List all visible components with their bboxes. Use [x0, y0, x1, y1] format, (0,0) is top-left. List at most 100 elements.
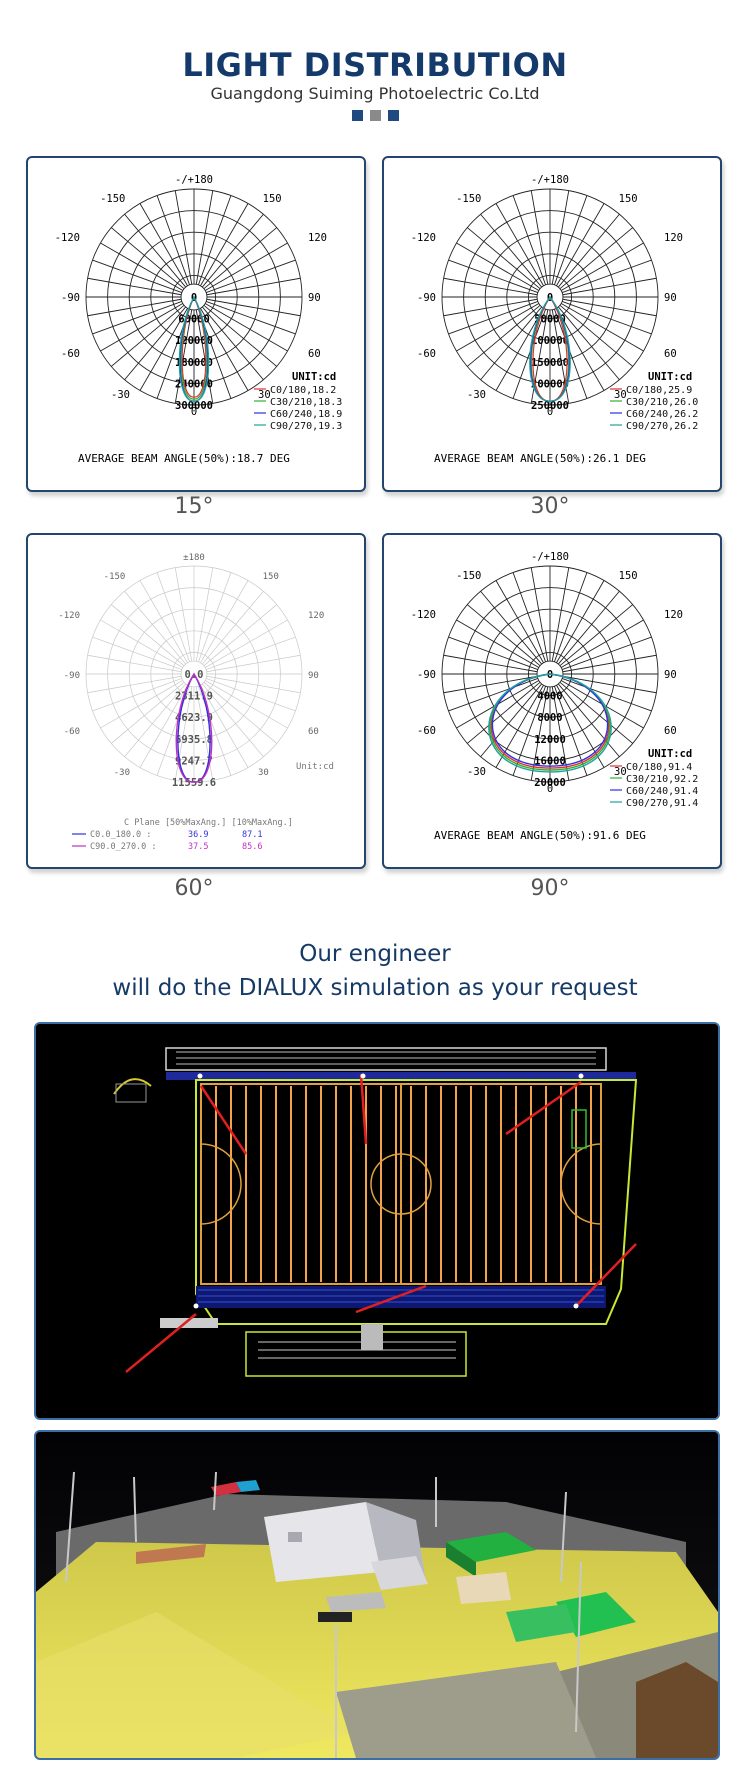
- angle-tick-label: -30: [467, 389, 486, 401]
- beam-curve-c90: [175, 672, 213, 783]
- polar-chart-60: ±180-150 150-120 120-90 90-60 60-30 300.02311…: [58, 553, 334, 852]
- grid-spoke: [206, 675, 301, 694]
- beam-curve-c30: [180, 295, 208, 400]
- grid-spoke: [204, 303, 288, 352]
- grid-spoke: [139, 203, 188, 287]
- angle-tick-label: ±180: [183, 553, 205, 563]
- polar-chart-90: -/+180 -150 150 -120 120 -90 90 -60 60 -30 30 0 0 400…: [411, 551, 699, 842]
- angle-tick-label: -60: [417, 725, 436, 737]
- angle-tick-label: -120: [55, 232, 80, 244]
- radial-value-label: 16000: [534, 755, 566, 767]
- angle-tick-label: 0: [547, 783, 553, 795]
- radial-value-label: 120000: [175, 335, 213, 347]
- angle-tick-label: -60: [61, 348, 80, 360]
- grid-spoke: [495, 203, 544, 287]
- grid-spoke: [156, 195, 190, 285]
- grid-spoke: [139, 580, 188, 663]
- legend-entry: C90/270,91.4: [626, 798, 698, 809]
- grid-spoke: [448, 259, 538, 293]
- grid-spoke: [200, 685, 249, 768]
- grid-spoke: [195, 686, 214, 781]
- angle-tick-label: -90: [61, 292, 80, 304]
- grid-spoke: [480, 590, 543, 665]
- grid-spoke: [174, 309, 193, 404]
- grid-spoke: [110, 304, 185, 367]
- angle-tick-label: -60: [64, 727, 80, 737]
- grid-spoke: [530, 190, 549, 285]
- 3d-render-drawing: [36, 1432, 718, 1758]
- grid-spoke: [443, 277, 538, 296]
- grid-spoke: [560, 619, 644, 668]
- angle-tick-label: 0: [547, 406, 553, 418]
- legend-entry: C60/240,91.4: [626, 786, 698, 797]
- angle-tick-label: -60: [417, 348, 436, 360]
- radial-value-label: 4000: [537, 691, 562, 703]
- grid-spoke: [202, 683, 264, 757]
- grid-spoke: [559, 681, 634, 744]
- grid-spoke: [87, 298, 182, 317]
- angle-tick-label: -120: [411, 232, 436, 244]
- grid-spoke: [480, 683, 543, 758]
- beam-angle-footer: AVERAGE BEAM ANGLE(50%):26.1 DEG: [434, 452, 646, 465]
- decor-square: [370, 110, 381, 121]
- grid-spoke: [562, 675, 657, 694]
- radial-value-label: 6935.8: [175, 734, 213, 746]
- radial-value-label: 100000: [531, 335, 569, 347]
- grid-spoke: [110, 227, 185, 290]
- grid-spoke: [174, 567, 193, 662]
- angle-tick-label: -150: [100, 193, 125, 205]
- unit-label: UNIT:cd: [292, 371, 336, 383]
- legend-entry: C0/180,18.2: [270, 385, 336, 396]
- grid-spoke: [100, 242, 184, 291]
- radial-value-label: 60000: [178, 314, 210, 326]
- angle-tick-label: 150: [619, 193, 638, 205]
- beam-angle-label-90: 90°: [530, 876, 570, 901]
- dialux-3d-render: [34, 1430, 720, 1760]
- angle-tick-label: 120: [664, 609, 683, 621]
- grid-spoke: [124, 591, 186, 665]
- polar-chart-15: -/+180-150 150-120 120-90 90-60 60-30 3000600…: [55, 174, 343, 465]
- angle-tick-label: -150: [456, 193, 481, 205]
- grid-spoke: [512, 572, 546, 662]
- angle-tick-label: 30: [258, 768, 269, 778]
- beam-angle-footer: AVERAGE BEAM ANGLE(50%):91.6 DEG: [434, 829, 646, 842]
- half-max-angle: 36.9: [188, 830, 208, 840]
- grid-spoke: [512, 195, 546, 285]
- grid-spoke: [206, 636, 296, 670]
- legend-entry: C60/240,26.2: [626, 409, 698, 420]
- unit-label: UNIT:cd: [648, 371, 692, 383]
- radial-value-label: 180000: [175, 357, 213, 369]
- grid-spoke: [201, 306, 264, 381]
- beam-curve-c0: [181, 295, 207, 398]
- grid-spoke: [200, 203, 249, 287]
- radial-value-label: 200000: [531, 378, 569, 390]
- title-decoration: [352, 110, 400, 122]
- grid-spoke: [456, 303, 540, 352]
- angle-tick-label: -90: [64, 671, 80, 681]
- polar-chart-card-90: -/+180 -150 150 -120 120 -90 90 -60 60 -30 30 0 0 400…: [382, 533, 722, 869]
- radial-value-label: 250000: [531, 400, 569, 412]
- page-title: LIGHT DISTRIBUTION: [182, 46, 568, 84]
- unit-label: UNIT:cd: [648, 748, 692, 760]
- grid-spoke: [202, 591, 264, 665]
- angle-tick-label: 60: [308, 348, 321, 360]
- beam-curve-c60: [491, 673, 609, 767]
- grid-spoke: [111, 604, 185, 666]
- grid-spoke: [111, 682, 185, 744]
- grid-spoke: [551, 190, 570, 285]
- grid-spoke: [562, 259, 652, 293]
- grid-spoke: [557, 213, 620, 288]
- unit-label: Unit:cd: [296, 762, 334, 772]
- grid-spoke: [156, 572, 190, 662]
- grid-spoke: [204, 242, 288, 291]
- angle-tick-label: -30: [467, 766, 486, 778]
- grid-spoke: [560, 242, 644, 291]
- grid-spoke: [448, 301, 538, 335]
- angle-tick-label: 90: [308, 292, 321, 304]
- angle-tick-label: -120: [58, 611, 80, 621]
- table-header: C Plane [50%MaxAng.] [10%MaxAng.]: [124, 818, 293, 828]
- tenth-max-angle: 85.6: [242, 842, 262, 852]
- grid-spoke: [443, 654, 538, 673]
- angle-tick-label: 150: [619, 570, 638, 582]
- polar-chart-card-30: -/+180 -150 150 -120 120 -90 90 -60 60 -30 30 0 0 500…: [382, 156, 722, 492]
